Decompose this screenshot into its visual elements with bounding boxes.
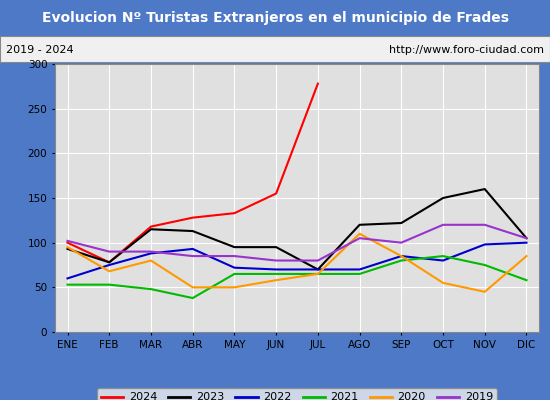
Text: 2019 - 2024: 2019 - 2024 xyxy=(6,45,73,55)
Text: Evolucion Nº Turistas Extranjeros en el municipio de Frades: Evolucion Nº Turistas Extranjeros en el … xyxy=(41,11,509,25)
Text: http://www.foro-ciudad.com: http://www.foro-ciudad.com xyxy=(389,45,544,55)
Legend: 2024, 2023, 2022, 2021, 2020, 2019: 2024, 2023, 2022, 2021, 2020, 2019 xyxy=(97,388,497,400)
